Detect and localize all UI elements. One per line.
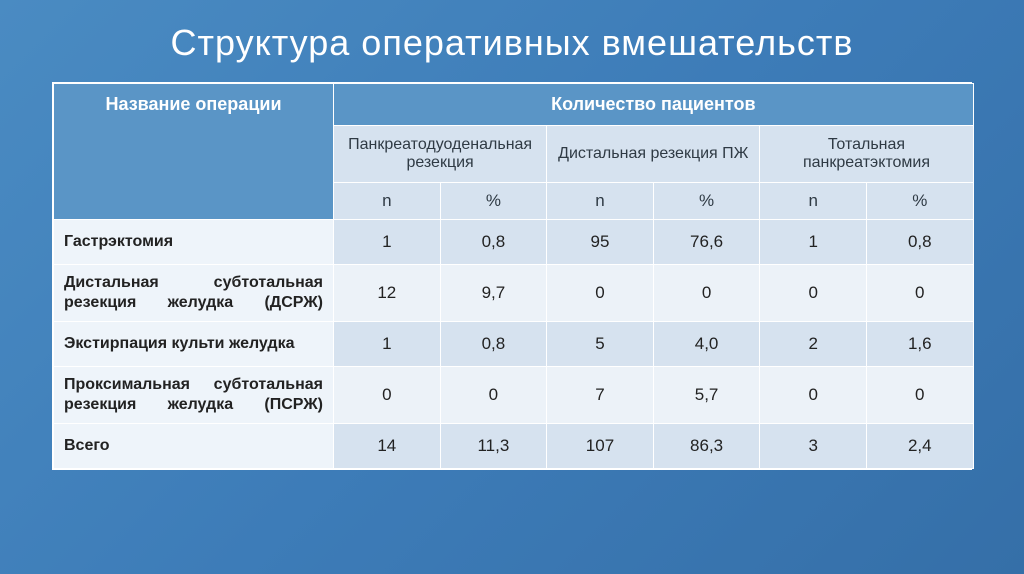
cell: 4,0: [653, 322, 760, 367]
col-header-patients: Количество пациентов: [334, 84, 974, 126]
row-label: Проксимальная субтотальная резекция желу…: [54, 367, 334, 424]
cell: 3: [760, 424, 867, 469]
cell: 107: [547, 424, 654, 469]
data-table: Название операции Количество пациентов П…: [53, 83, 974, 469]
col-sub-3: %: [653, 183, 760, 220]
cell: 0,8: [440, 322, 547, 367]
row-label: Всего: [54, 424, 334, 469]
col-sub-1: %: [440, 183, 547, 220]
cell: 86,3: [653, 424, 760, 469]
col-header-group-1: Дистальная резекция ПЖ: [547, 126, 760, 183]
table-row: Экстирпация культи желудка 1 0,8 5 4,0 2…: [54, 322, 974, 367]
col-header-group-2: Тотальная панкреатэктомия: [760, 126, 973, 183]
header-row-1: Название операции Количество пациентов: [54, 84, 974, 126]
cell: 0: [440, 367, 547, 424]
cell: 0: [760, 367, 867, 424]
cell: 0: [547, 265, 654, 322]
cell: 5,7: [653, 367, 760, 424]
table-row: Всего 14 11,3 107 86,3 3 2,4: [54, 424, 974, 469]
cell: 2: [760, 322, 867, 367]
cell: 76,6: [653, 220, 760, 265]
cell: 95: [547, 220, 654, 265]
cell: 5: [547, 322, 654, 367]
cell: 7: [547, 367, 654, 424]
cell: 1: [334, 322, 441, 367]
cell: 0: [866, 265, 973, 322]
table-body: Гастрэктомия 1 0,8 95 76,6 1 0,8 Дисталь…: [54, 220, 974, 469]
cell: 0: [653, 265, 760, 322]
cell: 9,7: [440, 265, 547, 322]
slide-title: Структура оперативных вмешательств: [171, 22, 854, 64]
col-sub-2: n: [547, 183, 654, 220]
cell: 11,3: [440, 424, 547, 469]
row-label: Экстирпация культи желудка: [54, 322, 334, 367]
table-row: Гастрэктомия 1 0,8 95 76,6 1 0,8: [54, 220, 974, 265]
col-sub-5: %: [866, 183, 973, 220]
row-label: Дистальная субтотальная резекция желудка…: [54, 265, 334, 322]
col-sub-0: n: [334, 183, 441, 220]
cell: 1: [334, 220, 441, 265]
cell: 0,8: [866, 220, 973, 265]
col-sub-4: n: [760, 183, 867, 220]
cell: 1,6: [866, 322, 973, 367]
cell: 0: [866, 367, 973, 424]
col-header-name: Название операции: [54, 84, 334, 220]
table-row: Проксимальная субтотальная резекция желу…: [54, 367, 974, 424]
cell: 14: [334, 424, 441, 469]
row-label: Гастрэктомия: [54, 220, 334, 265]
cell: 2,4: [866, 424, 973, 469]
col-header-group-0: Панкреатодуоденальная резекция: [334, 126, 547, 183]
cell: 12: [334, 265, 441, 322]
data-table-container: Название операции Количество пациентов П…: [52, 82, 972, 470]
cell: 0: [760, 265, 867, 322]
cell: 0,8: [440, 220, 547, 265]
cell: 0: [334, 367, 441, 424]
table-row: Дистальная субтотальная резекция желудка…: [54, 265, 974, 322]
cell: 1: [760, 220, 867, 265]
